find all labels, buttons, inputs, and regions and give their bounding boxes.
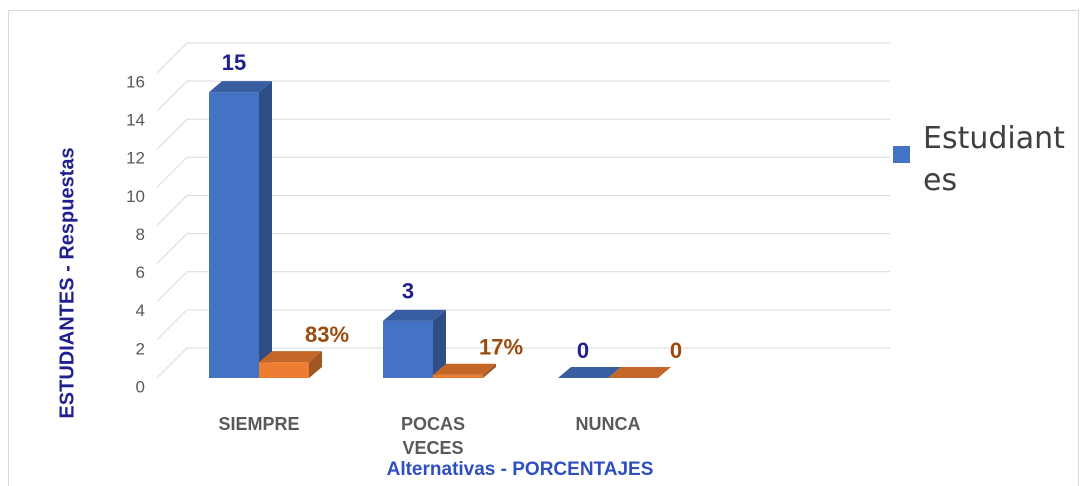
y-tick-label: 8 [136,225,145,244]
bar [209,81,272,378]
x-tick-label: POCAS VECES [400,414,465,458]
bar-front [209,92,259,378]
bar-top [433,363,496,375]
y-tick-label: 2 [136,339,145,358]
grid-line [156,118,890,150]
grid-line [156,233,890,264]
grid-line [156,42,890,74]
grid-line [156,80,890,112]
y-tick-label: 6 [136,263,145,282]
legend-label: Estudiantes [923,121,1065,198]
bar-top [558,367,621,378]
bar [383,309,446,378]
bar-top [608,367,671,378]
bar-side [259,81,272,378]
data-label: 0 [670,338,682,363]
data-label: 3 [402,279,414,304]
y-tick-label: 4 [136,301,145,320]
y-tick-label: 12 [126,149,145,168]
data-label: 0 [577,338,589,363]
y-tick-label: 14 [126,111,145,130]
data-label: 15 [222,50,246,75]
grid-line [156,195,890,226]
x-tick-label: SIEMPRE [218,414,300,434]
y-tick-label: 16 [126,72,145,91]
bar-front [383,320,433,378]
bar-side [483,363,496,378]
bar-top [383,309,446,321]
chart-border [8,10,1079,486]
y-tick-label: 10 [126,187,145,206]
y-tick-label: 0 [136,377,145,396]
bar-top [259,351,322,363]
data-label: 83% [305,322,349,347]
bar-side [433,309,446,378]
bar-front [433,374,483,378]
bar [608,367,671,378]
data-label: 17% [479,335,523,360]
bar-front [259,362,309,378]
x-tick-label: NUNCA [575,414,641,434]
bar-top [209,81,272,93]
x-axis-title: Alternativas - PORCENTAJES [387,459,654,480]
y-axis-title: ESTUDIANTES - Respuestas [56,147,78,418]
bar [558,367,621,378]
bar [259,351,322,378]
legend-swatch [893,146,910,163]
grid-line [156,347,890,379]
grid-line [156,309,890,341]
grid-line [156,156,890,188]
grid-line [156,271,890,303]
bar [433,363,496,378]
bar-side [309,351,322,378]
